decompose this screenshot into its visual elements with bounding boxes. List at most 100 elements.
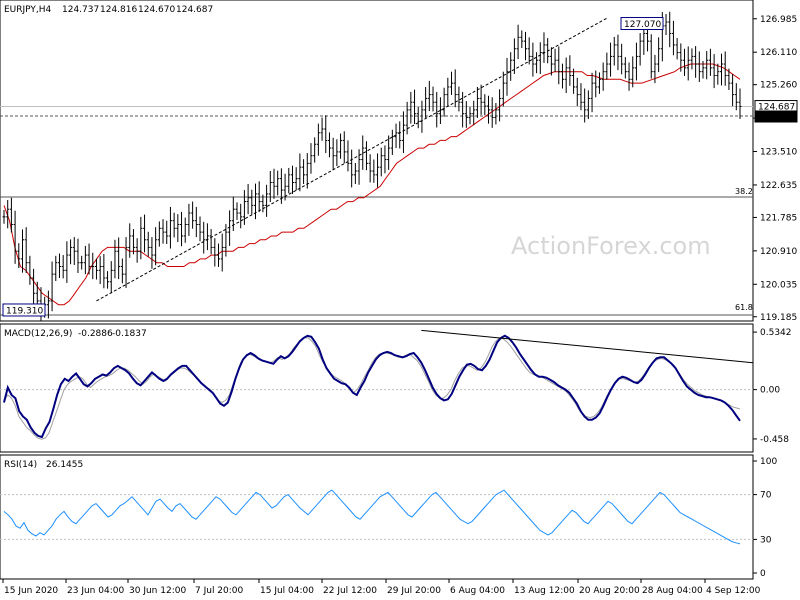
price-guide-lines — [0, 106, 753, 316]
price-bar — [512, 38, 516, 74]
rsi-y-tick-label: 0 — [760, 569, 766, 579]
x-tick-label: 13 Aug 12:00 — [514, 586, 575, 596]
price-bar — [257, 181, 261, 212]
price-bar — [738, 88, 742, 120]
price-bar — [516, 24, 520, 60]
price-bar — [131, 229, 135, 255]
rsi-header-value: 26.1455 — [46, 460, 83, 470]
price-bar — [50, 261, 54, 312]
price-bar — [372, 159, 376, 183]
price-bar — [191, 201, 195, 229]
moving-average-layer — [3, 63, 741, 306]
x-tick-label: 28 Aug 04:00 — [642, 586, 703, 596]
price-bar — [483, 94, 487, 116]
price-bar — [442, 87, 446, 117]
price-bar — [590, 72, 594, 113]
price-bar — [209, 229, 213, 255]
price-bar — [65, 241, 69, 283]
rsi-line-layer — [3, 489, 741, 545]
price-y-tick-label: 125.260 — [760, 81, 797, 91]
price-bar — [427, 80, 431, 112]
price-bar — [309, 143, 313, 174]
price-bar — [302, 159, 306, 184]
price-bar — [176, 214, 180, 243]
price-bar — [69, 239, 73, 265]
rsi-y-tick-label: 70 — [760, 491, 772, 501]
price-bar — [657, 37, 661, 73]
price-bars-layer — [2, 11, 742, 322]
price-bar — [298, 153, 302, 192]
price-y-tick-label: 126.110 — [760, 48, 797, 58]
price-bar — [731, 73, 735, 107]
price-bar — [438, 97, 442, 125]
price-bar — [527, 37, 531, 65]
price-y-tick-label: 120.910 — [760, 247, 797, 257]
price-bar — [287, 167, 291, 194]
price-bar — [583, 88, 587, 123]
price-y-tick-label: 123.510 — [760, 148, 797, 158]
price-bar — [490, 97, 494, 128]
price-bar — [461, 91, 465, 128]
price-bar — [98, 256, 102, 285]
price-bar — [72, 237, 76, 265]
macd-y-tick-label: 0.5342 — [760, 328, 792, 338]
price-bar — [316, 123, 320, 156]
price-bar — [450, 71, 454, 95]
fib-61-label: 61.8 — [735, 303, 753, 312]
macd-header-value-main: -0.2886 — [78, 329, 113, 339]
price-bar — [716, 63, 720, 85]
price-bar — [720, 53, 724, 86]
price-trend-line — [96, 17, 608, 302]
price-bar — [194, 206, 198, 238]
price-bar — [346, 140, 350, 172]
price-bar — [368, 154, 372, 183]
price-bar — [487, 95, 491, 124]
price-bar — [54, 255, 58, 282]
price-bar — [376, 153, 380, 188]
price-bar — [472, 100, 476, 126]
macd-y-axis: 0.5342 0.00 -0.458 — [753, 328, 792, 445]
price-bar — [390, 129, 394, 155]
x-tick-label: 29 Jul 20:00 — [387, 586, 441, 596]
price-bar — [609, 42, 613, 77]
price-bar — [83, 245, 87, 275]
price-bar — [568, 55, 572, 86]
price-bar — [102, 253, 106, 289]
price-bar — [235, 202, 239, 220]
price-bar — [498, 89, 502, 122]
price-bar — [416, 106, 420, 129]
price-bar — [601, 62, 605, 91]
price-bar — [586, 90, 590, 120]
price-header-symbol: EURJPY,H4 — [4, 5, 52, 15]
price-trend-line-layer — [96, 17, 608, 302]
price-bar — [183, 217, 187, 243]
price-bar — [401, 111, 405, 154]
price-bar — [612, 36, 616, 66]
x-tick-label: 15 Jun 2020 — [4, 586, 58, 596]
price-bar — [61, 255, 65, 279]
macd-y-tick-label: -0.458 — [760, 435, 789, 445]
price-bar — [91, 252, 95, 280]
x-tick-label: 6 Aug 04:00 — [450, 586, 505, 596]
rsi-line — [3, 489, 741, 545]
price-panel-frame — [0, 0, 754, 322]
price-bar — [265, 184, 269, 217]
price-bar — [350, 149, 354, 188]
price-bar — [409, 91, 413, 124]
price-bar — [523, 31, 527, 61]
price-y-tick-label: 119.185 — [760, 313, 797, 323]
low-annotation-label: 119.310 — [6, 306, 43, 316]
macd-panel: MACD(12,26,9) -0.2886 -0.1837 0.5342 0.00… — [0, 323, 792, 453]
price-bar — [2, 209, 6, 224]
price-y-tick-label: 126.985 — [760, 15, 797, 25]
price-bar — [313, 137, 317, 163]
price-bar — [361, 135, 365, 170]
price-bar — [675, 38, 679, 60]
price-bar — [668, 11, 672, 48]
price-bar — [727, 68, 731, 91]
price-bar — [723, 51, 727, 86]
price-bar — [180, 211, 184, 247]
price-bar — [364, 141, 368, 171]
rsi-y-tick-label: 100 — [760, 457, 777, 467]
